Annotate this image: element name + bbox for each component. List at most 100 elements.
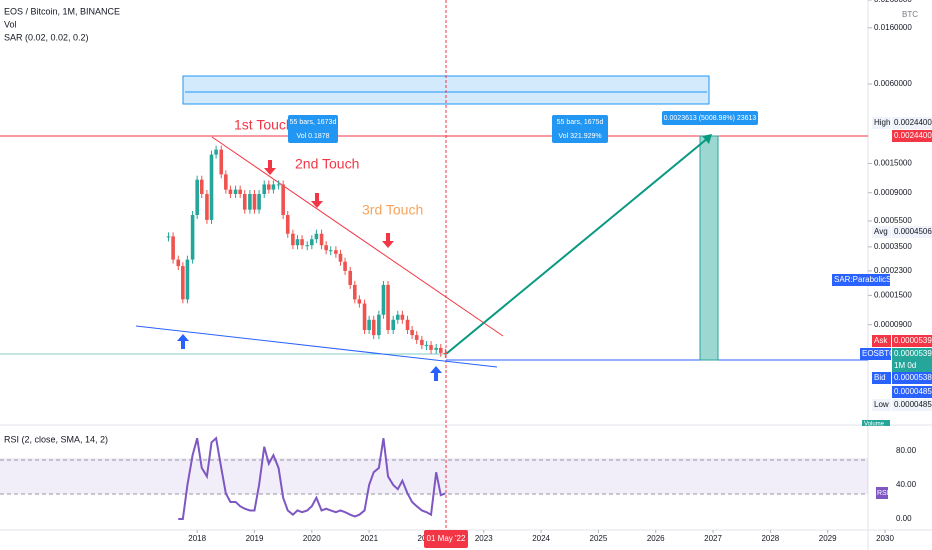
tag-name: High [874,118,890,127]
candle [238,189,242,195]
projection-arrow [445,137,709,355]
candle [434,347,438,350]
candle [400,314,405,320]
candle [429,345,433,350]
candle [205,194,209,220]
x-tick-label: 2028 [761,534,779,543]
price-tag: 0.0024400 [894,131,932,140]
candle [195,179,199,216]
candle [395,314,400,320]
candle [209,154,214,220]
arrow-head [702,134,712,144]
price-tag: 0.0000539 [894,349,932,358]
measure-box [552,115,608,143]
candle [199,179,204,195]
price-tag-bg [892,386,932,398]
sar-label: SAR (0.02, 0.02, 0.2) [4,32,89,42]
y-tick-label: 0.0003500 [874,242,912,251]
candle [262,184,267,195]
x-tick-label: 2029 [819,534,837,543]
vol-label: Vol [4,19,17,29]
candle [267,184,271,190]
projection [699,135,719,361]
tag-name: Low [874,400,889,409]
candle [300,239,304,246]
candle [242,194,247,210]
tag-name-bg [872,399,891,411]
volume-tag-bg [862,420,890,426]
candle [405,319,410,330]
candle [305,245,310,247]
candle [233,189,238,195]
measure-text: 0.0023613 (5008.98%) 23613 [664,115,757,122]
candle [257,194,261,210]
down-arrows [264,160,394,248]
x-tick-label: 2026 [647,534,665,543]
rsi-tick-label: 80.00 [896,446,917,455]
candle [185,259,190,300]
candle [285,215,290,234]
candle [420,339,424,346]
y-tick-label: 0.0060000 [874,79,912,88]
price-tag-bg [892,130,932,142]
cursor-date-bg [424,530,468,548]
x-tick-label: 2025 [590,534,608,543]
tag-name: Avg [874,227,888,236]
candle [281,184,285,216]
tag-name-bg [860,348,891,360]
y-tick-label: 0.0005500 [874,216,912,225]
y-tick-label: 0.0015000 [874,159,912,168]
candle [353,284,357,300]
candle [357,299,362,304]
candle [214,149,218,155]
measure-text: Vol 0.1878 [296,133,329,140]
price-tag-bg [892,372,932,384]
trend-line [211,136,504,337]
price-tag-bg [892,117,932,129]
candle [367,319,371,330]
candle [314,233,319,240]
candle [190,215,195,260]
x-tick-label: 2021 [360,534,378,543]
y-tick-label: 0.0160000 [874,23,912,32]
y-tick-label: 0.0000900 [874,320,912,329]
candle [424,345,429,347]
y-tick-label: 0.0002300 [874,266,912,275]
rsi-tick-label: 0.00 [896,514,912,523]
price-tag-bg [892,226,932,238]
candle [166,236,171,238]
candle [386,284,390,330]
candle [252,194,257,210]
rsi-tag-bg [876,487,888,499]
candle [271,184,276,190]
candle [391,319,396,330]
unit: BTC [902,10,918,19]
x-tick-label: 2027 [704,534,722,543]
y-tick-label: 0.0260000 [874,0,912,4]
tag-name-bg [872,226,891,238]
price-tag: 1M 0d [894,361,916,370]
candle [338,253,343,262]
price-tag: 0.0000538 [894,373,932,382]
candle [324,245,328,251]
candle [228,189,233,195]
candle [181,266,185,300]
y-tick-label: 0.0001500 [874,290,912,299]
candle [443,352,448,355]
price-tag-bg [832,274,890,286]
rsi-tick-label: 40.00 [896,480,917,489]
x-tick-label: 2019 [246,534,264,543]
trend-line [135,325,498,368]
rsi-tag: RSI [877,490,889,497]
candle [248,194,252,210]
tag-name: Bid [874,373,886,382]
candle [414,335,419,340]
candle [334,250,338,254]
measure-box [662,111,758,125]
annotation: 2nd Touch [295,156,359,172]
candle [219,149,224,175]
price-tag-bg [892,399,932,411]
price-tag: 0.0000485 [894,387,932,396]
annotation: 3rd Touch [362,202,423,218]
